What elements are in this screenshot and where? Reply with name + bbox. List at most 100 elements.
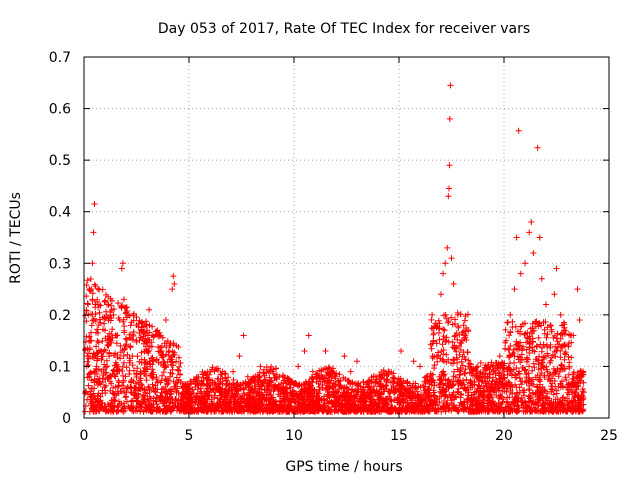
data-point: [301, 347, 308, 354]
data-point: [316, 384, 323, 391]
data-point: [450, 280, 457, 287]
data-point: [137, 368, 144, 375]
y-tick-label: 0: [62, 411, 71, 427]
data-point: [217, 378, 224, 385]
data-point: [557, 311, 564, 318]
data-point: [448, 255, 455, 262]
gridlines: [84, 57, 609, 418]
data-point: [92, 301, 99, 308]
data-point: [417, 363, 423, 370]
data-point: [322, 347, 329, 354]
data-point: [127, 384, 134, 391]
x-tick-label: 5: [185, 428, 194, 444]
data-point: [503, 337, 510, 344]
data-point: [465, 363, 472, 370]
x-tick-label: 10: [285, 428, 303, 444]
data-point: [108, 373, 115, 380]
y-tick-label: 0.1: [49, 359, 71, 375]
data-point: [154, 378, 161, 385]
data-point: [477, 373, 484, 380]
data-point: [398, 347, 405, 354]
data-point: [263, 384, 270, 391]
data-point: [90, 229, 97, 236]
data-point: [429, 353, 436, 360]
x-tick-label: 15: [390, 428, 408, 444]
data-point: [116, 317, 123, 324]
data-point: [93, 363, 100, 370]
data-point: [538, 275, 545, 282]
data-point: [305, 332, 312, 339]
data-point: [335, 389, 342, 396]
data-point: [186, 394, 192, 401]
data-point: [114, 363, 121, 370]
data-point: [580, 389, 587, 396]
data-point: [438, 291, 444, 298]
data-point: [347, 368, 354, 375]
data-point: [270, 394, 276, 401]
data-point: [211, 394, 218, 401]
data-point: [561, 342, 568, 349]
data-point: [530, 249, 537, 256]
data-point: [89, 260, 96, 267]
data-point: [513, 234, 520, 241]
data-point: [251, 389, 258, 396]
data-point: [181, 389, 188, 396]
data-point: [522, 260, 528, 267]
data-point: [446, 115, 453, 122]
data-point: [102, 327, 108, 334]
data-point: [536, 234, 543, 241]
data-point: [223, 389, 230, 396]
chart-title: Day 053 of 2017, Rate Of TEC Index for r…: [158, 21, 530, 37]
axes: [83, 56, 610, 419]
tick-labels: 0 5 10 15 20 25 0 0.1 0.2 0.3 0.4 0.5 0.6 0.7: [49, 50, 618, 444]
data-point: [162, 317, 169, 324]
data-point: [410, 358, 417, 365]
y-tick-label: 0.4: [49, 205, 71, 221]
data-point: [119, 260, 126, 267]
data-point: [471, 378, 478, 385]
data-point: [133, 322, 140, 329]
data-point: [95, 322, 102, 329]
y-tick-label: 0.2: [49, 308, 71, 324]
data-point: [507, 311, 514, 318]
data-point: [295, 363, 302, 370]
data-point: [84, 353, 91, 360]
data-point: [574, 286, 581, 293]
data-point: [198, 399, 205, 406]
data-point: [551, 291, 558, 298]
y-tick-label: 0.7: [49, 50, 71, 66]
y-tick-label: 0.5: [49, 153, 71, 169]
data-point: [309, 368, 316, 375]
data-point: [173, 342, 180, 349]
data-point: [534, 144, 541, 151]
data-point: [110, 311, 117, 318]
data-point: [169, 286, 176, 293]
data-point: [288, 378, 295, 385]
data-point: [553, 265, 560, 272]
data-point: [240, 332, 247, 339]
data-point: [97, 347, 104, 354]
data-point: [578, 373, 585, 380]
data-point: [106, 353, 113, 360]
point-cloud-markers: [82, 276, 587, 415]
data-point: [490, 368, 497, 375]
data-point: [104, 301, 111, 308]
data-point: [570, 332, 577, 339]
data-point: [236, 353, 243, 360]
data-point: [484, 384, 491, 391]
data-point: [515, 127, 522, 134]
plot-frame: [83, 56, 610, 419]
data-point: [526, 229, 533, 236]
data-point: [170, 273, 177, 280]
y-axis-label: ROTI / TECUs: [8, 192, 24, 284]
data-point: [244, 373, 251, 380]
data-point: [496, 353, 503, 360]
data-point: [230, 368, 237, 375]
data-point: [167, 373, 174, 380]
data-point: [112, 332, 119, 339]
data-point: [120, 296, 127, 303]
data-point: [454, 311, 461, 318]
data-point: [511, 286, 518, 293]
x-axis-label: GPS time / hours: [285, 459, 402, 475]
data-point: [576, 317, 583, 324]
